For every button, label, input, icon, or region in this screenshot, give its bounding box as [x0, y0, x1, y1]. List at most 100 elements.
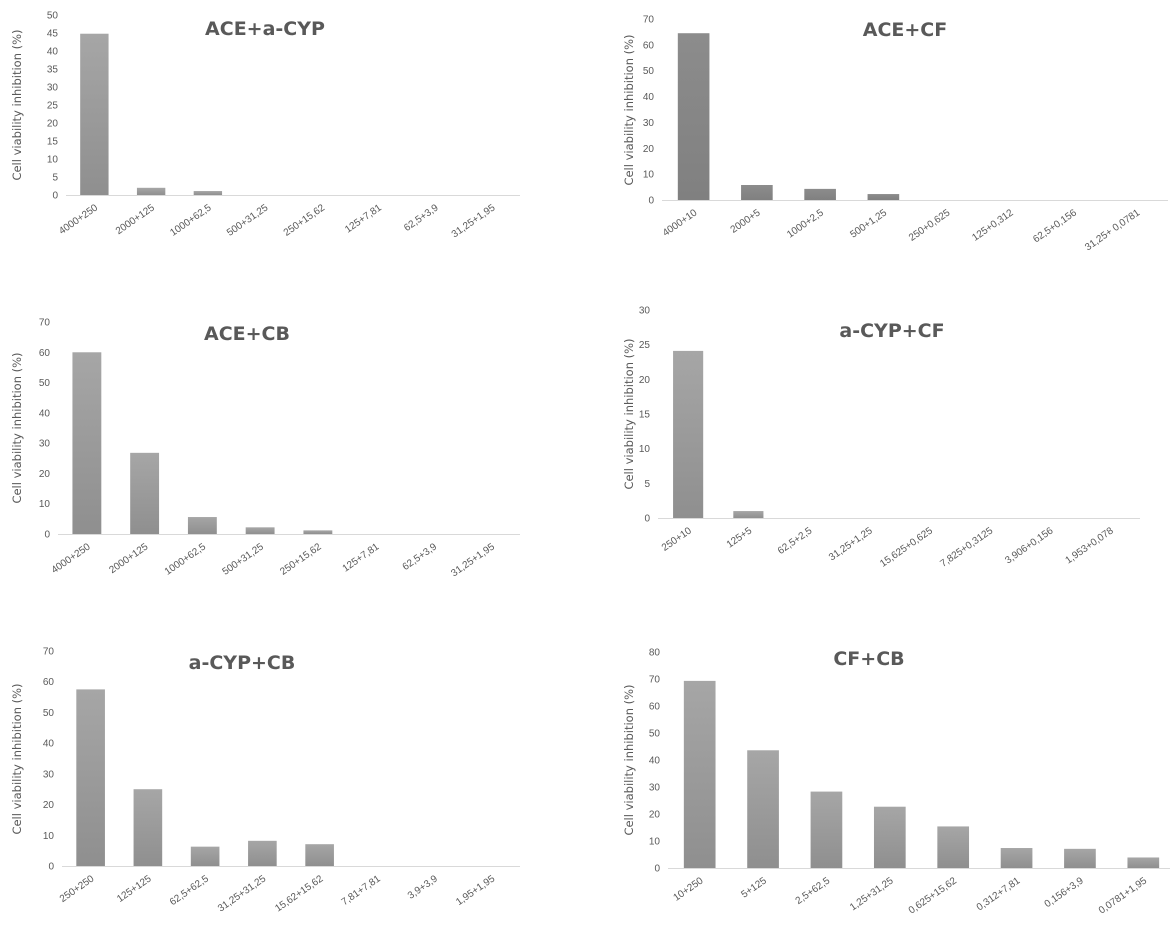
x-tick-label: 7,825+0,3125 — [938, 525, 995, 570]
x-tick-label: 125+125 — [115, 873, 154, 905]
bar — [733, 511, 764, 518]
y-tick-label: 0 — [648, 196, 654, 207]
y-tick-label: 50 — [643, 66, 655, 77]
x-tick-label: 0,156+3,9 — [1043, 875, 1086, 910]
y-tick-label: 70 — [649, 675, 661, 686]
x-tick-label: 3,9+3,9 — [406, 873, 440, 902]
y-tick-label: 5 — [644, 479, 650, 490]
bar — [804, 188, 836, 200]
y-tick-label: 0 — [52, 191, 58, 202]
bar — [1064, 848, 1096, 868]
y-tick-label: 70 — [43, 647, 55, 658]
x-tick-label: 31,25+1,95 — [450, 202, 498, 240]
y-tick-label: 30 — [47, 83, 59, 94]
y-tick-label: 50 — [43, 708, 55, 719]
bar — [248, 840, 277, 866]
chart-panel-a-cyp-cb: 0 10 20 30 40 50 60 70 250+250 125+125 62,5+62,5 31… — [0, 640, 560, 925]
y-tick-label: 10 — [47, 155, 59, 166]
y-tick-label: 50 — [649, 729, 661, 740]
chart-svg-a-cyp-cf: 0 5 10 15 20 25 30 250+10 125+5 62,5+2,5 31,25+1,2… — [639, 306, 1140, 570]
bar — [747, 750, 779, 868]
x-tick-label: 4000+10 — [661, 207, 700, 239]
chart-panel-ace-a-cyp: 0 5 10 15 20 25 30 35 40 45 50 4000+250 2000+125 1000… — [0, 0, 560, 280]
bar — [130, 452, 160, 534]
x-tick-label: 2,5+62,5 — [794, 875, 833, 907]
y-tick-label: 70 — [39, 318, 51, 329]
y-tick-label: 0 — [654, 864, 660, 875]
chart-panel-ace-cb: 0 10 20 30 40 50 60 70 4000+250 2000+125 1000+62,5… — [0, 305, 560, 595]
y-tick-label: 60 — [39, 348, 51, 359]
chart-panel-cf-cb: 0 10 20 30 40 50 60 70 80 10+250 5+125 2,5+62,5 1,25… — [610, 640, 1170, 925]
x-tick-label: 62,5+0,156 — [1031, 207, 1079, 245]
chart-svg-cf-cb: 0 10 20 30 40 50 60 70 80 10+250 5+125 2,5+62,5 1,25… — [649, 648, 1170, 917]
y-tick-label: 25 — [47, 101, 59, 112]
y-tick-label: 15 — [47, 137, 59, 148]
bar — [80, 33, 109, 195]
bar — [937, 826, 970, 868]
bar — [190, 846, 220, 866]
x-tick-label: 1000+62,5 — [163, 541, 209, 578]
chart-svg-ace-cf: 0 10 20 30 40 50 60 70 4000+10 2000+5 1000+2,5 500+… — [643, 15, 1168, 253]
x-tick-label: 2000+125 — [107, 541, 150, 576]
y-tick-label: 10 — [43, 831, 55, 842]
y-tick-label: 30 — [639, 306, 651, 317]
chart-title: ACE+CB — [204, 323, 290, 345]
bar — [72, 352, 102, 534]
x-tick-label: 62,5+3,9 — [402, 202, 441, 234]
x-tick-label: 0,312+7,81 — [975, 875, 1023, 913]
y-tick-label: 10 — [649, 837, 661, 848]
y-tick-label: 40 — [47, 47, 59, 58]
x-tick-label: 31,25+ 0,0781 — [1083, 207, 1142, 253]
x-tick-label: 3,906+0,156 — [1003, 525, 1055, 566]
x-tick-label: 125+0,312 — [970, 207, 1016, 244]
x-tick-label: 31,25+1,95 — [449, 541, 497, 579]
chart-panel-a-cyp-cf: 0 5 10 15 20 25 30 250+10 125+5 62,5+2,5 31,25+1,2… — [610, 300, 1170, 590]
chart-title: a-CYP+CF — [839, 320, 945, 342]
y-tick-label: 10 — [39, 499, 51, 510]
bar — [305, 844, 334, 866]
y-tick-label: 20 — [639, 375, 651, 386]
chart-title: a-CYP+CB — [188, 652, 296, 674]
bar — [677, 33, 710, 200]
x-tick-label: 1,25+31,25 — [848, 875, 896, 913]
x-tick-label: 4000+250 — [50, 541, 93, 576]
x-tick-label: 31,25+1,25 — [827, 525, 875, 563]
y-tick-label: 10 — [639, 444, 651, 455]
y-tick-label: 15 — [639, 410, 651, 421]
y-tick-label: 30 — [649, 783, 661, 794]
y-tick-label: 40 — [39, 408, 51, 419]
x-tick-label: 125+7,81 — [343, 202, 384, 235]
y-tick-label: 25 — [639, 340, 651, 351]
y-axis-label: Cell viability inhibition (%) — [622, 684, 636, 836]
y-tick-label: 45 — [47, 29, 59, 40]
y-tick-label: 30 — [43, 769, 55, 780]
x-tick-label: 62,5+2,5 — [776, 525, 815, 557]
x-tick-label: 500+31,25 — [221, 541, 267, 578]
y-tick-label: 20 — [43, 800, 55, 811]
x-tick-label: 250+250 — [58, 873, 97, 905]
y-tick-label: 50 — [47, 11, 59, 22]
y-tick-label: 40 — [43, 739, 55, 750]
y-tick-label: 20 — [643, 144, 655, 155]
y-tick-label: 40 — [643, 92, 655, 103]
x-tick-label: 1,953+0,078 — [1064, 525, 1116, 566]
bar — [133, 789, 163, 866]
x-tick-label: 15,625+0,625 — [878, 525, 935, 570]
bar — [187, 517, 217, 534]
bar — [1000, 848, 1033, 868]
y-tick-label: 30 — [39, 439, 51, 450]
x-tick-label: 15,62+15,62 — [273, 873, 325, 914]
y-axis-label: Cell viability inhibition (%) — [10, 352, 24, 504]
x-tick-label: 7,81+7,81 — [340, 873, 383, 908]
bar — [873, 806, 906, 868]
y-tick-label: 50 — [39, 378, 51, 389]
y-tick-label: 20 — [649, 810, 661, 821]
x-tick-label: 250+10 — [660, 525, 694, 554]
bar — [245, 527, 275, 534]
bar — [76, 689, 105, 866]
y-tick-label: 35 — [47, 65, 59, 76]
y-tick-label: 0 — [44, 530, 50, 541]
y-tick-label: 60 — [43, 677, 55, 688]
y-axis-label: Cell viability inhibition (%) — [10, 682, 24, 835]
